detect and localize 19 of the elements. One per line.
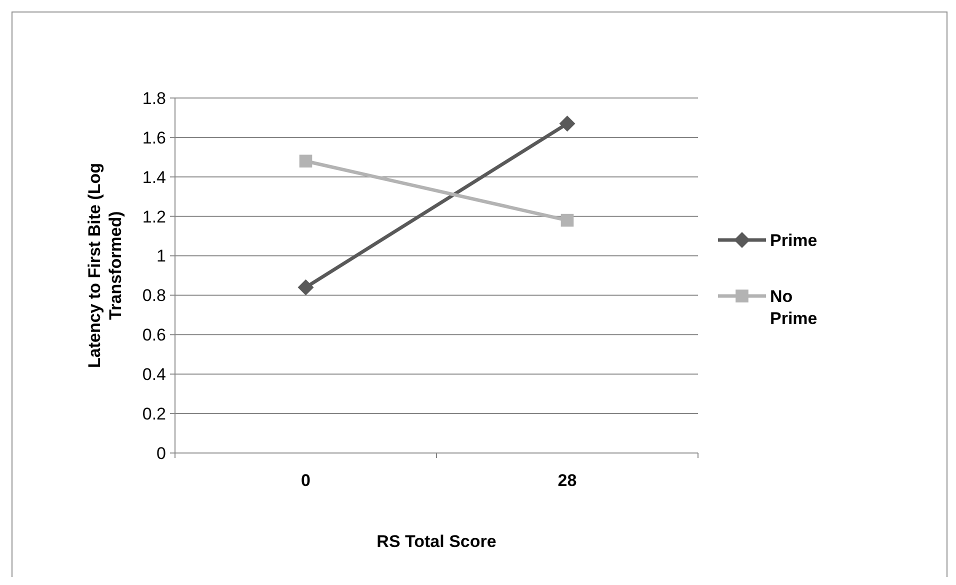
point (298, 279, 314, 296)
y-tick-label: 1.6 (142, 128, 166, 148)
legend-label: No Prime (770, 286, 818, 328)
y-tick-label: 1 (156, 246, 166, 266)
y-tick-label: 0 (156, 444, 166, 463)
y-tick-label: 1.8 (142, 88, 166, 108)
x-tick-label: 28 (558, 471, 577, 490)
y-tick-label: 1.2 (142, 207, 166, 226)
y-tick-label: 0.4 (142, 365, 166, 384)
point (299, 154, 312, 168)
y-tick-label: 1.4 (142, 168, 166, 187)
y-axis-title: Latency to First Bite (Log Transformed) (85, 163, 125, 368)
point (559, 116, 576, 132)
point (560, 214, 574, 227)
legend-label: Prime (770, 230, 818, 250)
y-tick-label: 0.2 (142, 404, 166, 424)
y-tick-label: 0.6 (142, 326, 166, 345)
y-tick-label: 0.8 (142, 286, 166, 306)
x-axis-title: RS Total Score (376, 532, 496, 551)
